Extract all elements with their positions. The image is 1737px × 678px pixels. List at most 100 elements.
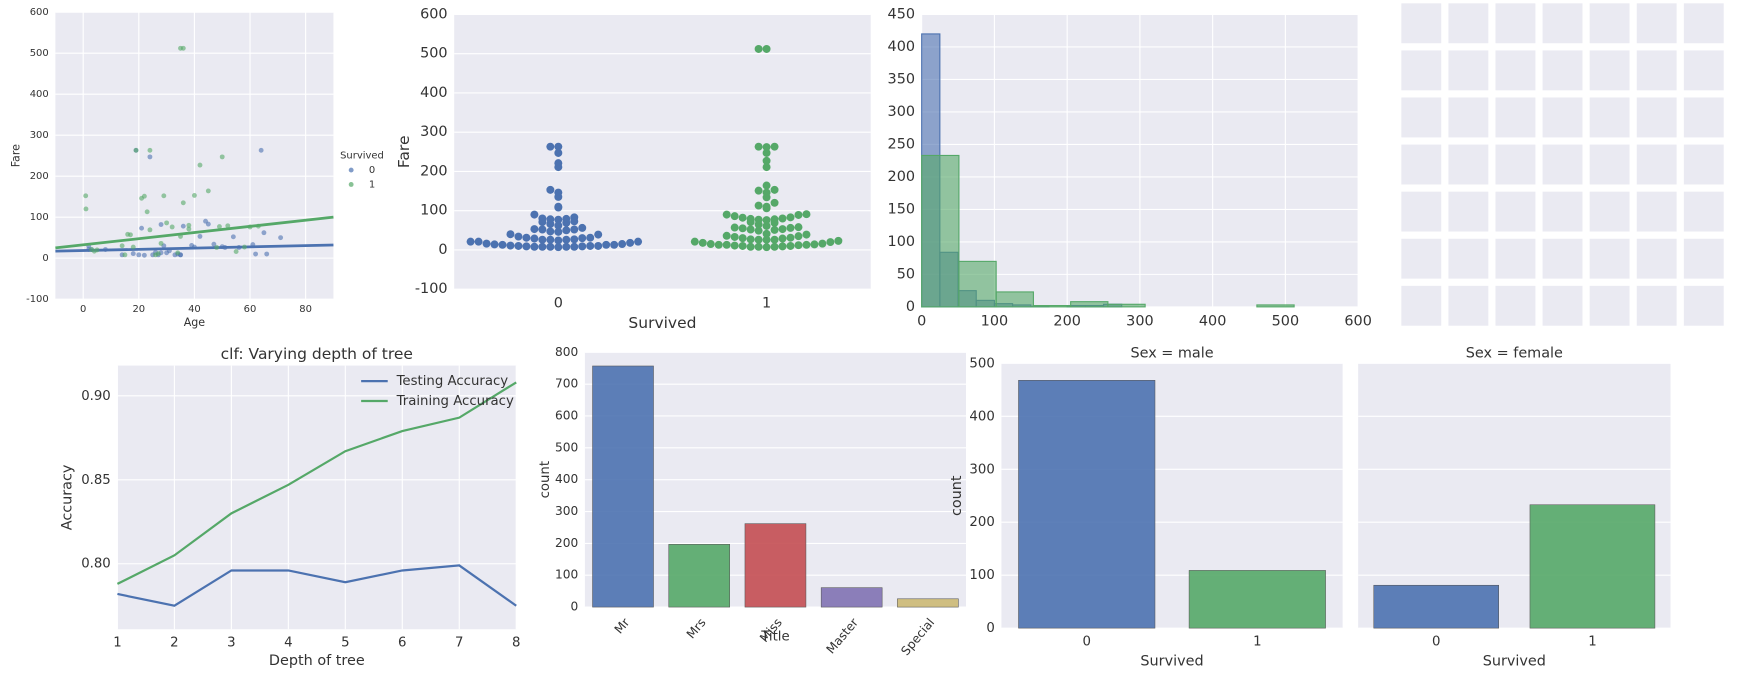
scatter-point (147, 147, 153, 153)
histogram-bar (1256, 304, 1295, 308)
swarm-point (770, 198, 779, 207)
x-tick-label: 400 (1199, 313, 1226, 329)
x-tick-label: 100 (981, 313, 1008, 329)
y-tick-label: 200 (888, 169, 915, 185)
x-tick-label: 80 (299, 304, 312, 315)
swarm-point (522, 242, 531, 251)
y-tick-label: 300 (555, 504, 578, 518)
swarm-point (738, 224, 747, 233)
swarm-point (530, 225, 539, 234)
swarm-point (762, 229, 771, 238)
scatter-point (278, 235, 284, 241)
scatter-point (169, 224, 175, 230)
scatter-point (130, 251, 136, 257)
swarm-point (770, 242, 779, 251)
scatter-point (136, 252, 142, 258)
swarm-point (770, 225, 779, 234)
scatter-point (164, 250, 170, 256)
legend-label: 0 (369, 165, 375, 176)
swarm-point (762, 44, 771, 53)
y-tick-label: 100 (30, 212, 49, 223)
pair-panel (1589, 285, 1630, 326)
y-tick-label: 400 (30, 89, 49, 100)
swarm-point (690, 237, 699, 246)
scatter-point (233, 249, 239, 255)
plot-background (117, 365, 517, 630)
y-tick-label: 200 (420, 163, 447, 179)
bar (1529, 504, 1656, 629)
scatter-point (141, 193, 147, 199)
pair-panel (1448, 238, 1489, 279)
swarm-point (554, 221, 563, 230)
swarm-point (762, 202, 771, 211)
swarm-point (762, 156, 771, 165)
x-axis-label: Survived (1483, 653, 1546, 669)
scatter-point (214, 245, 220, 250)
scatter-point (133, 147, 139, 153)
y-tick-label: 100 (888, 234, 915, 250)
legend-label: Training Accuracy (396, 394, 514, 409)
swarm-point (714, 240, 723, 249)
swarm-point (554, 215, 563, 224)
swarm-point (794, 223, 803, 232)
pair-panel (1589, 238, 1630, 279)
x-tick-label: 7 (455, 636, 463, 651)
x-tick-label: 8 (512, 636, 520, 651)
x-axis-label: Survived (628, 314, 696, 332)
swarm-point (754, 186, 763, 195)
swarm-point (562, 242, 571, 251)
scatter-point (211, 241, 217, 247)
swarm-point (554, 148, 563, 157)
legend-label: Testing Accuracy (396, 374, 509, 389)
pair-panel (1636, 238, 1677, 279)
y-tick-label: 0.90 (81, 389, 111, 404)
x-tick-label: 0 (80, 304, 86, 315)
swarm-point (546, 215, 555, 224)
y-tick-label: 450 (888, 6, 915, 22)
facet-title: Sex = male (1130, 345, 1213, 361)
swarm-point (578, 234, 587, 243)
swarm-point (570, 242, 579, 251)
bar (1373, 584, 1499, 629)
pair-panel (1589, 50, 1630, 91)
pair-panel (1589, 144, 1630, 185)
legend-label: 1 (369, 179, 375, 190)
regression-line (55, 243, 334, 253)
swarm-point (554, 142, 563, 151)
pair-panel (1636, 3, 1677, 44)
pair-panel (1589, 97, 1630, 138)
histogram-bar (1032, 305, 1072, 308)
pair-panel (1683, 238, 1724, 279)
scatter-point (180, 200, 186, 206)
x-tick-label: 6 (398, 636, 406, 651)
scatter-point (264, 251, 270, 257)
swarm-point (778, 214, 787, 223)
pair-panel (1636, 285, 1677, 326)
x-tick-label: 1 (762, 296, 771, 312)
scatter-point (119, 243, 125, 249)
swarm-point (578, 223, 587, 232)
swarm-point (722, 231, 731, 240)
swarm-point (538, 235, 547, 244)
scatter-point (125, 231, 131, 237)
swarm-point (546, 142, 555, 151)
swarm-point (810, 240, 819, 249)
swarm-point (570, 213, 579, 222)
bar (820, 587, 883, 608)
line-series (117, 564, 517, 607)
y-tick-label: -100 (26, 294, 49, 305)
x-tick-label: Mrs (684, 616, 709, 642)
x-tick-label: 40 (188, 304, 201, 315)
pair-panel (1589, 3, 1630, 44)
swarm-point (770, 185, 779, 194)
regression-line (55, 215, 334, 250)
scatter-point (186, 222, 192, 228)
pair-panel (1683, 50, 1724, 91)
pair-panel (1448, 97, 1489, 138)
swarm-point (626, 238, 635, 247)
scatter-point (147, 154, 153, 160)
swarm-point (834, 236, 843, 245)
swarm-point (554, 243, 563, 252)
pair-panel (1683, 191, 1724, 232)
